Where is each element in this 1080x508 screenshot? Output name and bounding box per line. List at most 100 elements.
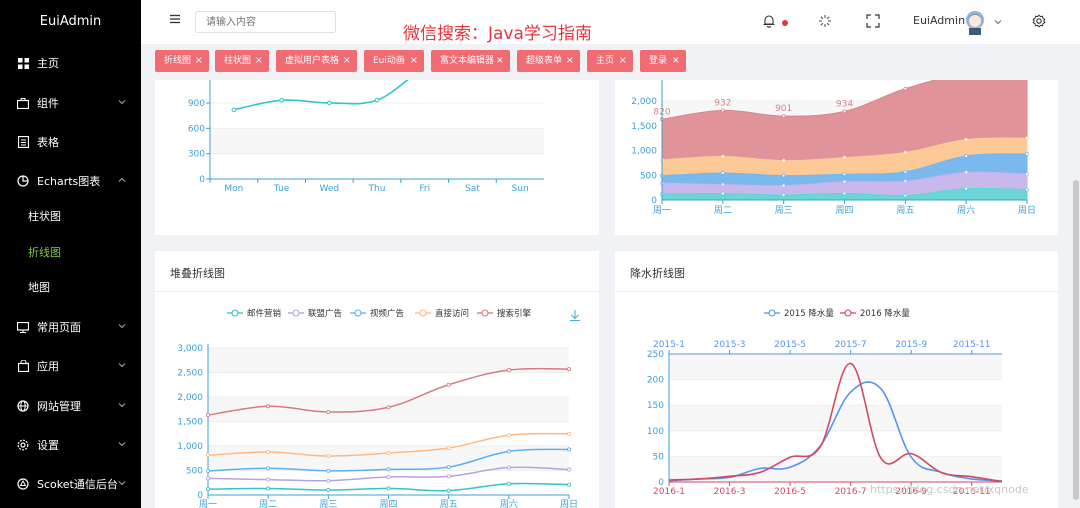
y-tick-label: 2,000 (631, 97, 657, 107)
x-tick-label: Fri (419, 184, 430, 194)
close-icon[interactable]: × (671, 55, 680, 66)
sidebar-item-home[interactable]: 主页 (0, 49, 141, 77)
username[interactable]: EuiAdmin (913, 14, 966, 27)
sidebar-item-label: 主页 (37, 57, 59, 70)
close-icon[interactable]: × (194, 55, 203, 66)
data-point (206, 453, 211, 458)
y-tick-label: 2,500 (177, 369, 203, 379)
sidebar-item-label: 应用 (37, 360, 59, 373)
data-point (266, 449, 271, 454)
x-tick-label: 周六 (500, 498, 518, 508)
y-tick-label: 500 (186, 467, 203, 477)
settings-gear-icon[interactable] (1032, 14, 1046, 28)
data-point (781, 183, 786, 188)
sidebar-item-socket[interactable]: Scoket通信后台 (0, 470, 141, 498)
tag-virtual-table[interactable]: 虚拟用户表格 × (276, 50, 357, 72)
chevron-up-icon (118, 177, 126, 182)
bell-icon[interactable] (762, 14, 776, 28)
data-point (720, 108, 725, 113)
tag-eui-animation[interactable]: Eui动画 × (364, 50, 424, 72)
data-point (720, 154, 725, 159)
data-point (326, 454, 331, 459)
data-point (566, 431, 571, 436)
card-title: 堆叠折线图 (170, 267, 225, 280)
tag-rich-text-editor[interactable]: 富文本编辑器 × (431, 50, 510, 72)
x-top-tick-label: 2015-9 (895, 340, 927, 350)
download-icon[interactable] (570, 310, 580, 322)
x-bottom-tick-label: 2016-7 (835, 487, 867, 497)
close-icon[interactable]: × (618, 55, 627, 66)
close-icon[interactable]: × (342, 55, 351, 66)
fullscreen-icon[interactable] (866, 14, 880, 28)
x-tick-label: 周一 (653, 205, 671, 216)
y-tick-label: 600 (188, 124, 205, 134)
close-icon[interactable]: × (565, 55, 574, 66)
x-tick-label: 周日 (560, 499, 578, 508)
legend-marker (231, 309, 239, 317)
legend-label: 搜索引擎 (497, 308, 532, 319)
data-point (386, 486, 391, 491)
data-point (964, 170, 969, 175)
monitor-icon (17, 321, 29, 333)
data-point (506, 481, 511, 486)
tag-label: 折线图 (164, 56, 192, 66)
close-icon[interactable]: × (409, 55, 418, 66)
data-point (326, 488, 331, 493)
sidebar-item-echarts[interactable]: Echarts图表 (0, 167, 141, 195)
tag-label: 登录 (649, 56, 668, 66)
sidebar-item-site-admin[interactable]: 网站管理 (0, 392, 141, 420)
data-point (566, 447, 571, 452)
data-point (1025, 172, 1029, 177)
close-icon[interactable]: × (495, 55, 504, 66)
grid-band (669, 354, 1002, 380)
data-point (326, 409, 331, 414)
y-tick-label: 0 (199, 175, 205, 185)
tag-super-form[interactable]: 超级表单 × (517, 50, 580, 72)
data-point (903, 86, 908, 91)
data-point (566, 482, 571, 487)
loading-icon[interactable] (818, 14, 832, 28)
y-tick-label: 0 (658, 478, 664, 488)
data-point (842, 155, 847, 160)
notification-dot (782, 20, 788, 26)
data-point (446, 465, 451, 470)
sidebar-item-settings[interactable]: 设置 (0, 431, 141, 459)
chevron-down-icon[interactable] (994, 18, 1002, 26)
x-tick-label: Wed (319, 184, 339, 194)
x-tick-label: 周六 (957, 204, 975, 216)
y-tick-label: 150 (647, 401, 664, 411)
y-tick-label: 250 (647, 350, 664, 360)
sidebar-item-tables[interactable]: 表格 (0, 128, 141, 156)
menu-toggle-icon[interactable] (170, 14, 180, 24)
legend-marker (844, 309, 852, 317)
chevron-down-icon (118, 481, 126, 486)
chevron-down-icon (118, 403, 126, 408)
tag-home[interactable]: 主页 × (587, 50, 633, 72)
legend-label: 邮件营销 (247, 308, 282, 319)
y-tick-label: 3,000 (177, 344, 203, 354)
search-input[interactable] (195, 11, 336, 33)
sidebar-item-components[interactable]: 组件 (0, 89, 141, 117)
sidebar-item-apps[interactable]: 应用 (0, 352, 141, 380)
data-point (781, 173, 786, 178)
data-point (720, 182, 725, 187)
sidebar-sub-bar[interactable]: 柱状图 (28, 210, 61, 223)
close-icon[interactable]: × (254, 55, 263, 66)
chevron-down-icon (118, 363, 126, 368)
sidebar-sub-map[interactable]: 地图 (28, 281, 50, 294)
chevron-down-icon (118, 324, 126, 329)
tag-label: 虚拟用户表格 (285, 56, 340, 66)
x-tick-label: 周五 (440, 499, 458, 508)
data-point (386, 451, 391, 456)
data-point (446, 488, 451, 493)
tag-bar-chart[interactable]: 柱状图 × (215, 50, 269, 72)
tag-label: Eui动画 (373, 56, 405, 66)
sidebar-sub-line[interactable]: 折线图 (28, 246, 61, 259)
tag-line-chart[interactable]: 折线图 × (155, 50, 209, 72)
data-point (903, 193, 908, 198)
sidebar-item-pages[interactable]: 常用页面 (0, 313, 141, 341)
avatar[interactable] (964, 9, 986, 35)
x-tick-label: 周四 (379, 499, 397, 508)
tag-login[interactable]: 登录 × (640, 50, 686, 72)
scrollbar[interactable] (1073, 180, 1079, 500)
